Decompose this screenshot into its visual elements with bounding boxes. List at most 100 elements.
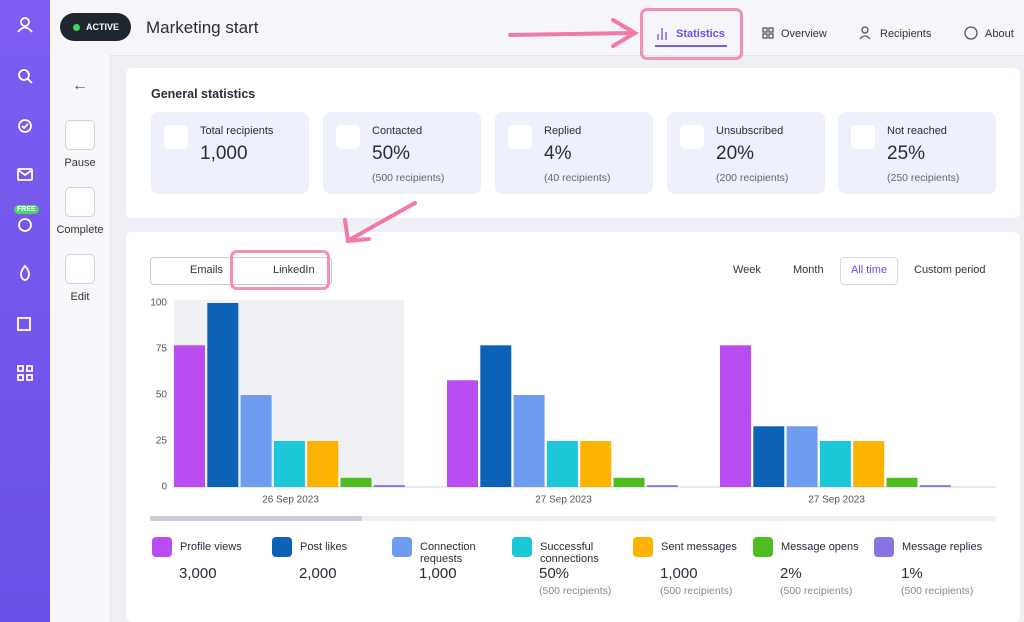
pointer-arrow	[508, 18, 639, 48]
bar	[480, 345, 512, 487]
period[interactable]: All time	[851, 264, 888, 276]
card-label: Replied	[544, 125, 582, 137]
section-title: General statistics	[151, 87, 256, 101]
bar	[513, 395, 545, 487]
stat-card: Not reached 25% (250 recipients)	[838, 112, 996, 194]
action-label: Complete	[56, 224, 104, 236]
bar	[207, 303, 239, 487]
action-bar: ← Pause Complete Edit	[50, 55, 111, 622]
legend-value: 1,000	[419, 565, 457, 582]
bar	[720, 345, 751, 487]
stat-card: Contacted 50% (500 recipients)	[323, 112, 481, 194]
nav-icons	[17, 17, 33, 381]
card-sub: (500 recipients)	[372, 172, 445, 184]
card-value: 1,000	[200, 143, 248, 164]
legend-value: 50%	[539, 565, 570, 582]
y-tick-label: 75	[156, 344, 168, 355]
card-icon	[680, 125, 704, 149]
stat-card: Replied 4% (40 recipients)	[495, 112, 653, 194]
card-icon	[851, 125, 875, 149]
card-value: 20%	[716, 143, 755, 164]
channel-tab[interactable]: Emails	[190, 264, 224, 276]
card-label: Total recipients	[200, 125, 274, 137]
channel-tab[interactable]: LinkedIn	[273, 264, 315, 276]
free-badge: FREE	[14, 205, 39, 214]
card-icon	[164, 125, 188, 149]
bar	[819, 441, 851, 487]
bar	[646, 485, 678, 487]
card-value: 25%	[887, 143, 926, 164]
bar	[447, 380, 478, 487]
period[interactable]: Week	[733, 264, 761, 276]
bar	[853, 441, 885, 487]
legend-swatch	[392, 537, 412, 557]
bar	[240, 395, 272, 487]
pointer-arrow	[343, 201, 417, 244]
action-label: Pause	[64, 157, 96, 169]
legend-sub: (500 recipients)	[901, 585, 974, 597]
y-tick-label: 0	[161, 482, 167, 493]
tab[interactable]: Statistics	[676, 28, 725, 40]
legend-swatch	[753, 537, 773, 557]
status-pill[interactable]: ACTIVE	[60, 13, 131, 41]
tab[interactable]: Overview	[781, 28, 827, 40]
card-sub: (200 recipients)	[716, 172, 789, 184]
bar	[174, 345, 205, 487]
legend-sub: (500 recipients)	[539, 585, 612, 597]
left-nav: FREE	[0, 0, 50, 622]
x-tick-label: 27 Sep 2023	[535, 495, 592, 506]
card-value: 50%	[372, 143, 411, 164]
legend-swatch	[152, 537, 172, 557]
tab[interactable]: About	[985, 28, 1014, 40]
legend-sub: (500 recipients)	[660, 585, 733, 597]
legend-swatch	[633, 537, 653, 557]
y-tick-label: 50	[156, 390, 168, 401]
legend-value: 1,000	[660, 565, 698, 582]
legend-value: 1%	[901, 565, 923, 582]
highlight-box	[230, 250, 330, 290]
bar	[580, 441, 612, 487]
period[interactable]: Custom period	[914, 264, 986, 276]
legend-name: Message opens	[781, 541, 859, 553]
legend-value: 2%	[780, 565, 802, 582]
bar	[886, 477, 918, 487]
status-text: ACTIVE	[86, 22, 120, 32]
legend-value: 2,000	[299, 565, 337, 582]
card-icon	[508, 125, 532, 149]
action[interactable]: Edit	[50, 254, 110, 303]
header: ACTIVE Marketing start Statistics Overvi…	[50, 0, 1024, 60]
channel-toggle	[150, 257, 332, 285]
tab-icons	[657, 26, 978, 40]
campaign-title: Marketing start	[146, 18, 259, 37]
legend-swatch	[874, 537, 894, 557]
legend-name: Profile views	[180, 541, 242, 553]
legend-name: Successful connections	[540, 541, 599, 565]
card-icon	[336, 125, 360, 149]
y-tick-label: 100	[150, 298, 167, 309]
bar	[373, 485, 405, 487]
period[interactable]: Month	[793, 264, 824, 276]
card-sub: (40 recipients)	[544, 172, 611, 184]
card-value: 4%	[544, 143, 572, 164]
card-label: Contacted	[372, 125, 423, 137]
legend-name: Post likes	[300, 541, 348, 553]
action[interactable]: Pause	[50, 120, 110, 169]
card-label: Not reached	[887, 125, 947, 137]
tab[interactable]: Recipients	[880, 28, 932, 40]
legend-sub: (500 recipients)	[780, 585, 853, 597]
legend-name: Sent messages	[661, 541, 737, 553]
x-tick-label: 26 Sep 2023	[262, 495, 319, 506]
bar	[546, 441, 578, 487]
bar	[613, 477, 645, 487]
legend-value: 3,000	[179, 565, 217, 582]
action[interactable]: Complete	[50, 187, 110, 236]
legend-name: Message replies	[902, 541, 983, 553]
x-tick-label: 27 Sep 2023	[808, 495, 865, 506]
legend-name: Connection requests	[420, 541, 476, 565]
action-label: Edit	[70, 291, 90, 303]
highlight-box	[640, 8, 743, 60]
stat-card: Total recipients 1,000	[151, 112, 309, 194]
y-tick-label: 25	[156, 436, 168, 447]
